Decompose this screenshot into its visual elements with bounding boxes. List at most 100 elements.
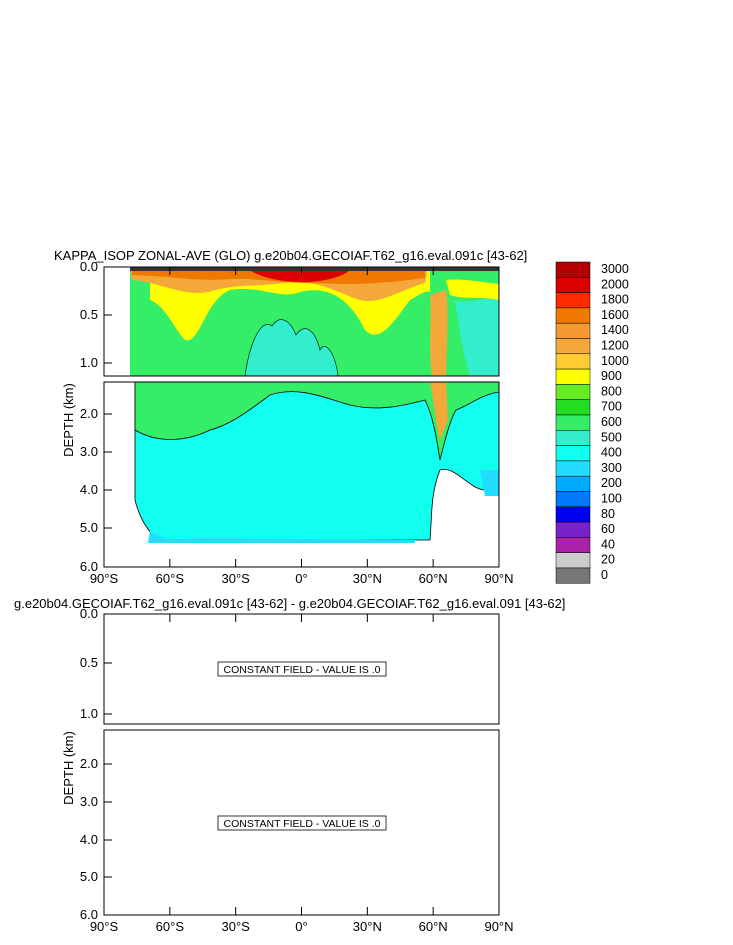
top-yticks-upper: 0.0 0.5 1.0 <box>80 259 112 370</box>
colorbar-label: 400 <box>601 446 622 460</box>
x-tick-label: 90°S <box>90 571 119 586</box>
x-tick-label: 30°N <box>353 571 382 586</box>
top-ytick-label: 5.0 <box>80 520 98 535</box>
colorbar-label: 800 <box>601 384 622 398</box>
top-ylabel: DEPTH (km) <box>61 383 76 457</box>
top-xticks: 90°S 60°S 30°S 0° 30°N 60°N 90°N <box>90 267 514 586</box>
colorbar-label: 600 <box>601 415 622 429</box>
colorbar-swatch <box>555 368 591 385</box>
top-upper-field <box>130 267 499 376</box>
bottom-yticks-lower: 2.0 3.0 4.0 5.0 6.0 <box>80 756 112 922</box>
colorbar-label: 300 <box>601 461 622 475</box>
x-tick-label: 30°S <box>221 571 250 586</box>
bottom-ytick-label: 6.0 <box>80 907 98 922</box>
top-yticks-lower: 2.0 3.0 4.0 5.0 6.0 <box>80 406 112 574</box>
colorbar-label: 20 <box>601 553 615 567</box>
colorbar-label: 200 <box>601 476 622 490</box>
field-lower-orange <box>430 382 448 440</box>
colorbar-swatch <box>555 414 591 431</box>
top-ytick-label: 6.0 <box>80 559 98 574</box>
colorbar-label: 1200 <box>601 339 629 353</box>
colorbar-swatch <box>555 537 591 553</box>
x-tick-label: 0° <box>295 571 307 586</box>
colorbar-swatch <box>555 399 591 416</box>
colorbar-swatch <box>555 384 591 400</box>
bottom-ytick-label: 5.0 <box>80 869 98 884</box>
colorbar-label: 1400 <box>601 323 629 337</box>
x-tick-label: 60°S <box>156 571 185 586</box>
bottom-note-lower: CONSTANT FIELD - VALUE IS .0 <box>224 818 381 830</box>
colorbar-label: 0 <box>601 568 608 582</box>
field-right-orange <box>430 290 448 376</box>
colorbar-label: 80 <box>601 507 615 521</box>
colorbar-swatch <box>555 277 591 293</box>
x-tick-label: 90°S <box>90 919 119 934</box>
x-tick-label: 90°N <box>484 571 513 586</box>
bottom-note-upper-box: CONSTANT FIELD - VALUE IS .0 <box>217 661 387 677</box>
colorbar-label: 900 <box>601 369 622 383</box>
colorbar-swatch <box>555 475 591 492</box>
field-lower-bottom-cyan <box>148 530 415 543</box>
x-tick-label: 30°N <box>353 919 382 934</box>
colorbar-label: 2000 <box>601 277 629 291</box>
top-ytick-label: 2.0 <box>80 406 98 421</box>
bottom-xticks: 90°S 60°S 30°S 0° 30°N 60°N 90°N <box>90 614 514 934</box>
colorbar-swatch <box>555 506 591 523</box>
x-tick-label: 60°N <box>419 571 448 586</box>
field-lower-right-cyan <box>480 470 499 496</box>
bottom-ytick-label: 3.0 <box>80 794 98 809</box>
top-ytick-label: 0.0 <box>80 259 98 274</box>
colorbar-swatch <box>555 567 591 584</box>
colorbar-swatch <box>555 292 591 309</box>
top-ytick-label: 3.0 <box>80 444 98 459</box>
colorbar-swatch <box>555 338 591 355</box>
colorbar-swatch <box>555 353 591 370</box>
colorbar-label: 700 <box>601 400 622 414</box>
colorbar-label: 1000 <box>601 354 629 368</box>
field-surface-band <box>130 267 499 271</box>
x-tick-label: 60°N <box>419 919 448 934</box>
colorbar-label: 100 <box>601 492 622 506</box>
bottom-ylabel: DEPTH (km) <box>61 731 76 805</box>
colorbar-swatch <box>555 261 591 278</box>
colorbar-swatch <box>555 491 591 508</box>
field-right-cyan <box>455 298 499 376</box>
colorbar-swatch <box>555 430 591 446</box>
bottom-ytick-label: 0.0 <box>80 606 98 621</box>
colorbar: 3000200018001600140012001000900800700600… <box>555 261 629 584</box>
bottom-ytick-label: 0.5 <box>80 655 98 670</box>
bottom-ytick-label: 1.0 <box>80 706 98 721</box>
colorbar-swatch <box>555 552 591 569</box>
top-ytick-label: 4.0 <box>80 482 98 497</box>
colorbar-label: 1800 <box>601 293 629 307</box>
bottom-note-upper: CONSTANT FIELD - VALUE IS .0 <box>224 664 381 676</box>
top-ytick-label: 1.0 <box>80 355 98 370</box>
field-lower-green <box>134 382 499 461</box>
x-tick-label: 60°S <box>156 919 185 934</box>
x-tick-label: 90°N <box>484 919 513 934</box>
bottom-note-lower-box: CONSTANT FIELD - VALUE IS .0 <box>217 815 387 831</box>
bottom-title: g.e20b04.GECOIAF.T62_g16.eval.091c [43-6… <box>14 596 565 611</box>
top-title: KAPPA_ISOP ZONAL-AVE (GLO) g.e20b04.GECO… <box>54 248 527 263</box>
top-lower-field <box>134 382 499 543</box>
field-cyan-plumes <box>244 319 339 376</box>
colorbar-label: 500 <box>601 430 622 444</box>
colorbar-label: 60 <box>601 522 615 536</box>
bottom-ytick-label: 2.0 <box>80 756 98 771</box>
field-red <box>250 270 350 283</box>
field-right-yellow <box>446 279 499 300</box>
colorbar-swatch <box>555 460 591 477</box>
colorbar-label: 1600 <box>601 308 629 322</box>
colorbar-label: 3000 <box>601 262 629 276</box>
top-ytick-label: 0.5 <box>80 307 98 322</box>
colorbar-swatch <box>555 307 591 324</box>
bottom-ytick-label: 4.0 <box>80 832 98 847</box>
colorbar-swatch <box>555 445 591 462</box>
colorbar-label: 40 <box>601 537 615 551</box>
bottom-yticks-upper: 0.0 0.5 1.0 <box>80 606 112 721</box>
x-tick-label: 0° <box>295 919 307 934</box>
colorbar-swatch <box>555 322 591 339</box>
x-tick-label: 30°S <box>221 919 250 934</box>
colorbar-swatch <box>555 521 591 538</box>
